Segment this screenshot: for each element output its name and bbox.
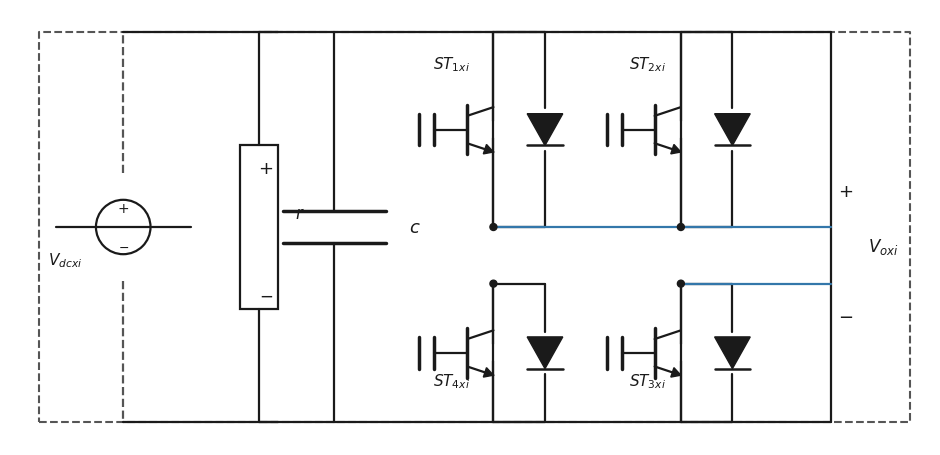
Text: $-$: $-$ (118, 240, 129, 253)
Polygon shape (527, 337, 563, 369)
Polygon shape (527, 115, 563, 146)
Circle shape (678, 281, 684, 288)
Text: $V_{dcxi}$: $V_{dcxi}$ (48, 251, 83, 269)
Text: $+$: $+$ (258, 160, 274, 178)
Circle shape (678, 224, 684, 231)
Polygon shape (714, 337, 750, 369)
Bar (241, 146, 278, 309)
Text: $V_{oxi}$: $V_{oxi}$ (869, 237, 899, 257)
Text: $ST_{4xi}$: $ST_{4xi}$ (432, 372, 469, 390)
Text: $ST_{1xi}$: $ST_{1xi}$ (432, 56, 469, 74)
Polygon shape (714, 115, 750, 146)
Text: $-$: $-$ (258, 287, 273, 304)
Text: $c$: $c$ (409, 218, 421, 237)
Text: $ST_{2xi}$: $ST_{2xi}$ (629, 56, 666, 74)
Text: $-$: $-$ (838, 307, 854, 325)
Polygon shape (671, 145, 681, 155)
Polygon shape (483, 368, 494, 377)
Text: $ST_{3xi}$: $ST_{3xi}$ (629, 372, 666, 390)
Text: $+$: $+$ (838, 182, 854, 200)
Text: $+$: $+$ (118, 202, 130, 216)
Text: $r$: $r$ (295, 206, 305, 222)
Circle shape (490, 281, 497, 288)
Polygon shape (671, 368, 681, 377)
Polygon shape (483, 145, 494, 155)
Circle shape (490, 224, 497, 231)
